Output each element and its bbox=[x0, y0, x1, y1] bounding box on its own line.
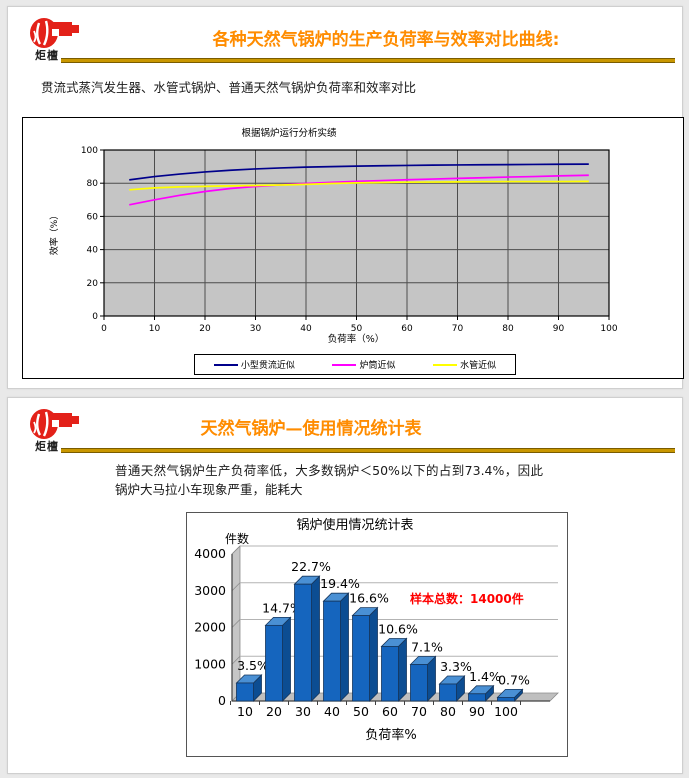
slide2-paragraph: 普通天然气锅炉生产负荷率低，大多数锅炉＜50%以下的占到73.4%，因此锅炉大马… bbox=[115, 463, 543, 497]
slide2-title: 天然气锅炉—使用情况统计表 bbox=[200, 419, 422, 439]
bar bbox=[294, 583, 312, 702]
chart-title: 根据锅炉运行分析实绩 bbox=[241, 127, 337, 139]
category-label: 90 bbox=[469, 704, 485, 719]
legend-item: 炉筒近似 bbox=[332, 358, 395, 371]
series-line bbox=[129, 163, 589, 181]
category-label: 30 bbox=[295, 704, 311, 719]
xtick-label: 100 bbox=[600, 324, 617, 334]
ytick-label: 100 bbox=[81, 146, 98, 156]
x-axis-title: 负荷率% bbox=[365, 727, 416, 743]
legend-item: 水管近似 bbox=[433, 358, 496, 371]
ytick-label: 3000 bbox=[194, 583, 226, 598]
x-axis-title: 负荷率（%） bbox=[328, 333, 385, 345]
bar bbox=[236, 682, 254, 702]
xtick-label: 60 bbox=[401, 324, 413, 334]
wall-tick bbox=[231, 582, 241, 592]
y-axis-title: 效率（%） bbox=[48, 211, 60, 256]
legend-swatch bbox=[213, 363, 238, 366]
bar-side bbox=[340, 592, 349, 702]
bar-side bbox=[282, 616, 291, 702]
header-rule bbox=[61, 58, 675, 63]
ytick-label: 60 bbox=[87, 212, 99, 222]
ytick-label: 0 bbox=[92, 312, 98, 322]
wall-tick bbox=[231, 545, 241, 555]
ytick-label: 40 bbox=[87, 246, 99, 256]
line-chart-legend: 小型贯流近似 炉筒近似 水管近似 bbox=[194, 354, 516, 375]
bar-value-label: 3.3% bbox=[440, 659, 472, 674]
bar bbox=[265, 624, 283, 702]
wall-tick bbox=[231, 619, 241, 628]
line-chart: 0 20 40 60 80 100 0 10 20 30 40 50 60 70 80 90 100 根据锅炉运行… bbox=[48, 127, 618, 345]
series-line bbox=[129, 174, 589, 206]
bar-value-label: 10.6% bbox=[378, 621, 418, 636]
ytick-label: 0 bbox=[218, 693, 226, 708]
company-brand-text: 炬檀 bbox=[35, 440, 59, 453]
sample-total-annotation: 样本总数：14000件 bbox=[410, 591, 524, 606]
xtick-label: 10 bbox=[149, 324, 161, 334]
legend-label: 炉筒近似 bbox=[359, 361, 396, 371]
ytick-label: 2000 bbox=[194, 620, 226, 635]
bar-value-label: 7.1% bbox=[411, 639, 443, 654]
ytick-label: 80 bbox=[87, 179, 99, 189]
bar-value-label: 19.4% bbox=[320, 576, 360, 591]
category-label: 10 bbox=[237, 704, 253, 719]
wall-tick bbox=[231, 655, 241, 665]
category-label: 80 bbox=[440, 704, 456, 719]
ytick-label: 1000 bbox=[194, 656, 226, 671]
y-axis-title: 件数 bbox=[225, 531, 249, 546]
line-chart-frame: 0 20 40 60 80 100 0 10 20 30 40 50 60 70 80 90 100 根据锅炉运行… bbox=[22, 117, 684, 379]
xtick-label: 40 bbox=[300, 324, 312, 334]
header-rule bbox=[61, 448, 675, 453]
bar-chart: 3.5% 10 14.7% 20 22.7% 30 19.4% 40 16.6% 50 10.6% 6… bbox=[194, 517, 559, 743]
xtick-label: 20 bbox=[199, 324, 211, 334]
bar bbox=[323, 600, 341, 702]
bar bbox=[410, 664, 428, 702]
legend-label: 水管近似 bbox=[460, 361, 497, 371]
category-label: 20 bbox=[266, 704, 282, 719]
slide-1: 炬檀 各种天然气锅炉的生产负荷率与效率对比曲线: 贯流式蒸汽发生器、水管式锅炉、… bbox=[7, 6, 684, 389]
slide-2: 炬檀 天然气锅炉—使用情况统计表 普通天然气锅炉生产负荷率低，大多数锅炉＜50%… bbox=[7, 397, 683, 774]
bar-side bbox=[311, 575, 320, 702]
category-label: 40 bbox=[324, 704, 340, 719]
bar-value-label: 3.5% bbox=[237, 658, 269, 673]
category-label: 100 bbox=[494, 704, 518, 719]
category-label: 60 bbox=[382, 704, 398, 719]
bar-value-label: 16.6% bbox=[349, 591, 389, 606]
ytick-label: 20 bbox=[87, 279, 99, 289]
xtick-label: 70 bbox=[452, 324, 464, 334]
company-brand-text: 炬檀 bbox=[35, 49, 59, 62]
legend-swatch bbox=[433, 363, 458, 366]
bar-value-label: 14.7% bbox=[262, 600, 302, 615]
legend-label: 小型贯流近似 bbox=[240, 361, 295, 371]
bar bbox=[352, 615, 370, 702]
company-logo-icon bbox=[30, 18, 79, 48]
bar-value-label: 22.7% bbox=[291, 559, 331, 574]
xtick-label: 30 bbox=[250, 324, 262, 334]
xtick-label: 0 bbox=[101, 324, 107, 334]
bar-side bbox=[398, 637, 407, 702]
ytick-label: 4000 bbox=[194, 546, 226, 561]
bar-value-label: 1.4% bbox=[469, 669, 501, 684]
series-line bbox=[129, 180, 589, 191]
slide1-subtitle: 贯流式蒸汽发生器、水管式锅炉、普通天然气锅炉负荷率和效率对比 bbox=[41, 80, 417, 95]
bar-value-label: 0.7% bbox=[498, 672, 530, 687]
xtick-label: 50 bbox=[351, 324, 363, 334]
slide1-title: 各种天然气锅炉的生产负荷率与效率对比曲线: bbox=[212, 30, 560, 50]
bar bbox=[439, 683, 457, 702]
xtick-label: 80 bbox=[502, 324, 514, 334]
category-label: 70 bbox=[411, 704, 427, 719]
bar-side bbox=[369, 606, 378, 702]
xtick-label: 90 bbox=[553, 324, 565, 334]
bar-chart-frame: 3.5% 10 14.7% 20 22.7% 30 19.4% 40 16.6% 50 10.6% 6… bbox=[186, 512, 568, 757]
bar bbox=[497, 696, 515, 702]
bar bbox=[381, 646, 399, 702]
category-label: 50 bbox=[353, 704, 369, 719]
chart-title: 锅炉使用情况统计表 bbox=[296, 517, 413, 533]
legend-item: 小型贯流近似 bbox=[213, 358, 295, 371]
company-logo-icon bbox=[30, 409, 79, 439]
bar bbox=[468, 693, 486, 702]
legend-swatch bbox=[332, 363, 357, 366]
